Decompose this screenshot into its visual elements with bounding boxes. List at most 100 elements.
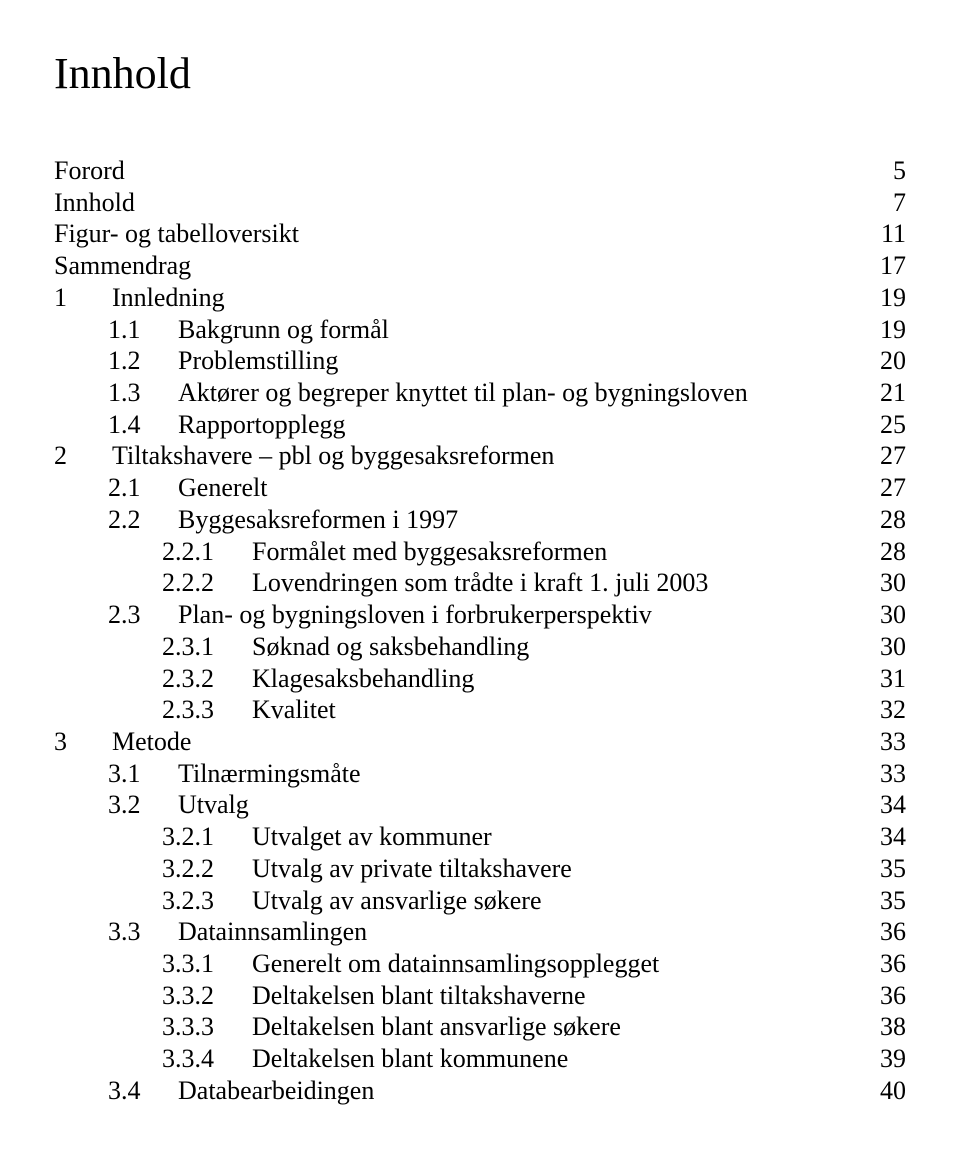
toc-entry: 3.3.1Generelt om datainnsamlingsopplegge… [54, 948, 906, 980]
toc-entry-page: 34 [880, 789, 906, 821]
toc-entry-page: 27 [880, 472, 906, 504]
toc-entry: 2.3.3Kvalitet 32 [54, 694, 906, 726]
toc-entry-page: 33 [880, 726, 906, 758]
toc-entry-number: 3.3.3 [54, 1011, 238, 1043]
toc-entry-label: Deltakelsen blant kommunene [238, 1043, 568, 1075]
toc-entry-page: 17 [880, 250, 906, 282]
toc-entry-number: 3.3.4 [54, 1043, 238, 1075]
toc-entry: 1.3Aktører og begreper knyttet til plan-… [54, 377, 906, 409]
toc-entry-page: 40 [880, 1075, 906, 1107]
toc-entry-number: 2.3.3 [54, 694, 238, 726]
toc-entry-number: 2.1 [54, 472, 164, 504]
toc-entry-label: Tilnærmingsmåte [164, 758, 361, 790]
toc-entry: 3.3.4Deltakelsen blant kommunene 39 [54, 1043, 906, 1075]
toc-entry-label: Klagesaksbehandling [238, 663, 474, 695]
toc-entry: 3.2Utvalg34 [54, 789, 906, 821]
toc-entry-label: Byggesaksreformen i 1997 [164, 504, 458, 536]
toc-entry-page: 36 [880, 948, 906, 980]
toc-entry-page: 35 [880, 885, 906, 917]
toc-entry: 1.4Rapportopplegg 25 [54, 409, 906, 441]
toc-entry-page: 30 [880, 631, 906, 663]
toc-entry-page: 36 [880, 980, 906, 1012]
toc-entry-label: Utvalg [164, 789, 249, 821]
table-of-contents: Forord 5 Innhold 7 Figur- og tabelloversikt 1… [54, 155, 906, 1107]
toc-entry-page: 28 [880, 504, 906, 536]
toc-entry-label: Generelt om datainnsamlingsopplegget [238, 948, 659, 980]
toc-entry-label: Formålet med byggesaksreformen [238, 536, 607, 568]
toc-entry-label: Bakgrunn og formål [164, 314, 389, 346]
toc-entry: 2.3.1Søknad og saksbehandling30 [54, 631, 906, 663]
toc-entry-number: 3.4 [54, 1075, 164, 1107]
toc-entry-label: Rapportopplegg [164, 409, 346, 441]
toc-entry: Figur- og tabelloversikt 11 [54, 218, 906, 250]
toc-entry-page: 30 [880, 599, 906, 631]
toc-entry: 3.2.1Utvalget av kommuner34 [54, 821, 906, 853]
toc-entry-page: 34 [880, 821, 906, 853]
toc-entry-page: 25 [880, 409, 906, 441]
toc-entry-label: Aktører og begreper knyttet til plan- og… [164, 377, 748, 409]
toc-entry-number: 3.3 [54, 916, 164, 948]
toc-entry-page: 20 [880, 345, 906, 377]
toc-entry-number: 3.1 [54, 758, 164, 790]
toc-entry-label: Deltakelsen blant tiltakshaverne [238, 980, 586, 1012]
toc-entry-label: Innhold [54, 187, 135, 219]
toc-entry-label: Forord [54, 155, 125, 187]
toc-entry-page: 7 [893, 187, 906, 219]
toc-entry-number: 1.4 [54, 409, 164, 441]
toc-entry-label: Lovendringen som trådte i kraft 1. juli … [238, 567, 708, 599]
toc-entry: 3.3.2Deltakelsen blant tiltakshaverne 36 [54, 980, 906, 1012]
toc-entry: 1.2Problemstilling 20 [54, 345, 906, 377]
toc-entry: 2.2Byggesaksreformen i 199728 [54, 504, 906, 536]
toc-entry-label: Figur- og tabelloversikt [54, 218, 299, 250]
toc-entry-label: Metode [94, 726, 191, 758]
toc-entry-label: Deltakelsen blant ansvarlige søkere [238, 1011, 621, 1043]
toc-entry-label: Generelt [164, 472, 268, 504]
toc-entry-label: Datainnsamlingen [164, 916, 367, 948]
toc-entry: 2.2.2Lovendringen som trådte i kraft 1. … [54, 567, 906, 599]
toc-entry-label: Plan- og bygningsloven i forbrukerperspe… [164, 599, 652, 631]
toc-entry: 3.3Datainnsamlingen 36 [54, 916, 906, 948]
toc-entry-number: 1 [54, 282, 94, 314]
toc-entry-page: 27 [880, 440, 906, 472]
toc-entry-number: 3.3.2 [54, 980, 238, 1012]
toc-entry-number: 1.2 [54, 345, 164, 377]
page-title: Innhold [54, 48, 906, 99]
toc-entry-label: Problemstilling [164, 345, 338, 377]
toc-entry-number: 2.2.1 [54, 536, 238, 568]
toc-entry-page: 32 [880, 694, 906, 726]
toc-entry-label: Utvalget av kommuner [238, 821, 492, 853]
toc-entry-label: Kvalitet [238, 694, 336, 726]
toc-entry-label: Databearbeidingen [164, 1075, 374, 1107]
toc-entry-label: Utvalg av private tiltakshavere [238, 853, 572, 885]
toc-entry-page: 39 [880, 1043, 906, 1075]
toc-entry-page: 33 [880, 758, 906, 790]
toc-entry-number: 3.2.3 [54, 885, 238, 917]
toc-entry-page: 21 [880, 377, 906, 409]
toc-entry-number: 1.3 [54, 377, 164, 409]
toc-entry: 3.2.3Utvalg av ansvarlige søkere 35 [54, 885, 906, 917]
toc-entry-label: Sammendrag [54, 250, 191, 282]
toc-entry-number: 2 [54, 440, 94, 472]
toc-entry-page: 19 [880, 314, 906, 346]
toc-entry: 2.1Generelt 27 [54, 472, 906, 504]
toc-entry: 3.4Databearbeidingen 40 [54, 1075, 906, 1107]
toc-entry: 3.3.3Deltakelsen blant ansvarlige søkere… [54, 1011, 906, 1043]
toc-entry-number: 2.2.2 [54, 567, 238, 599]
toc-entry-page: 31 [880, 663, 906, 695]
toc-entry-number: 3.3.1 [54, 948, 238, 980]
toc-entry: Sammendrag 17 [54, 250, 906, 282]
toc-entry: 2.3.2Klagesaksbehandling31 [54, 663, 906, 695]
toc-entry-number: 3 [54, 726, 94, 758]
toc-entry-number: 1.1 [54, 314, 164, 346]
toc-entry-label: Utvalg av ansvarlige søkere [238, 885, 542, 917]
toc-entry: 2.2.1Formålet med byggesaksreformen 28 [54, 536, 906, 568]
toc-entry: 3.2.2Utvalg av private tiltakshavere35 [54, 853, 906, 885]
toc-entry-page: 30 [880, 567, 906, 599]
toc-entry-page: 28 [880, 536, 906, 568]
toc-entry-page: 36 [880, 916, 906, 948]
toc-entry-page: 11 [881, 218, 906, 250]
toc-entry-page: 5 [893, 155, 906, 187]
toc-entry-label: Tiltakshavere – pbl og byggesaksreformen [94, 440, 554, 472]
toc-entry: Innhold 7 [54, 187, 906, 219]
toc-entry: 2Tiltakshavere – pbl og byggesaksreforme… [54, 440, 906, 472]
